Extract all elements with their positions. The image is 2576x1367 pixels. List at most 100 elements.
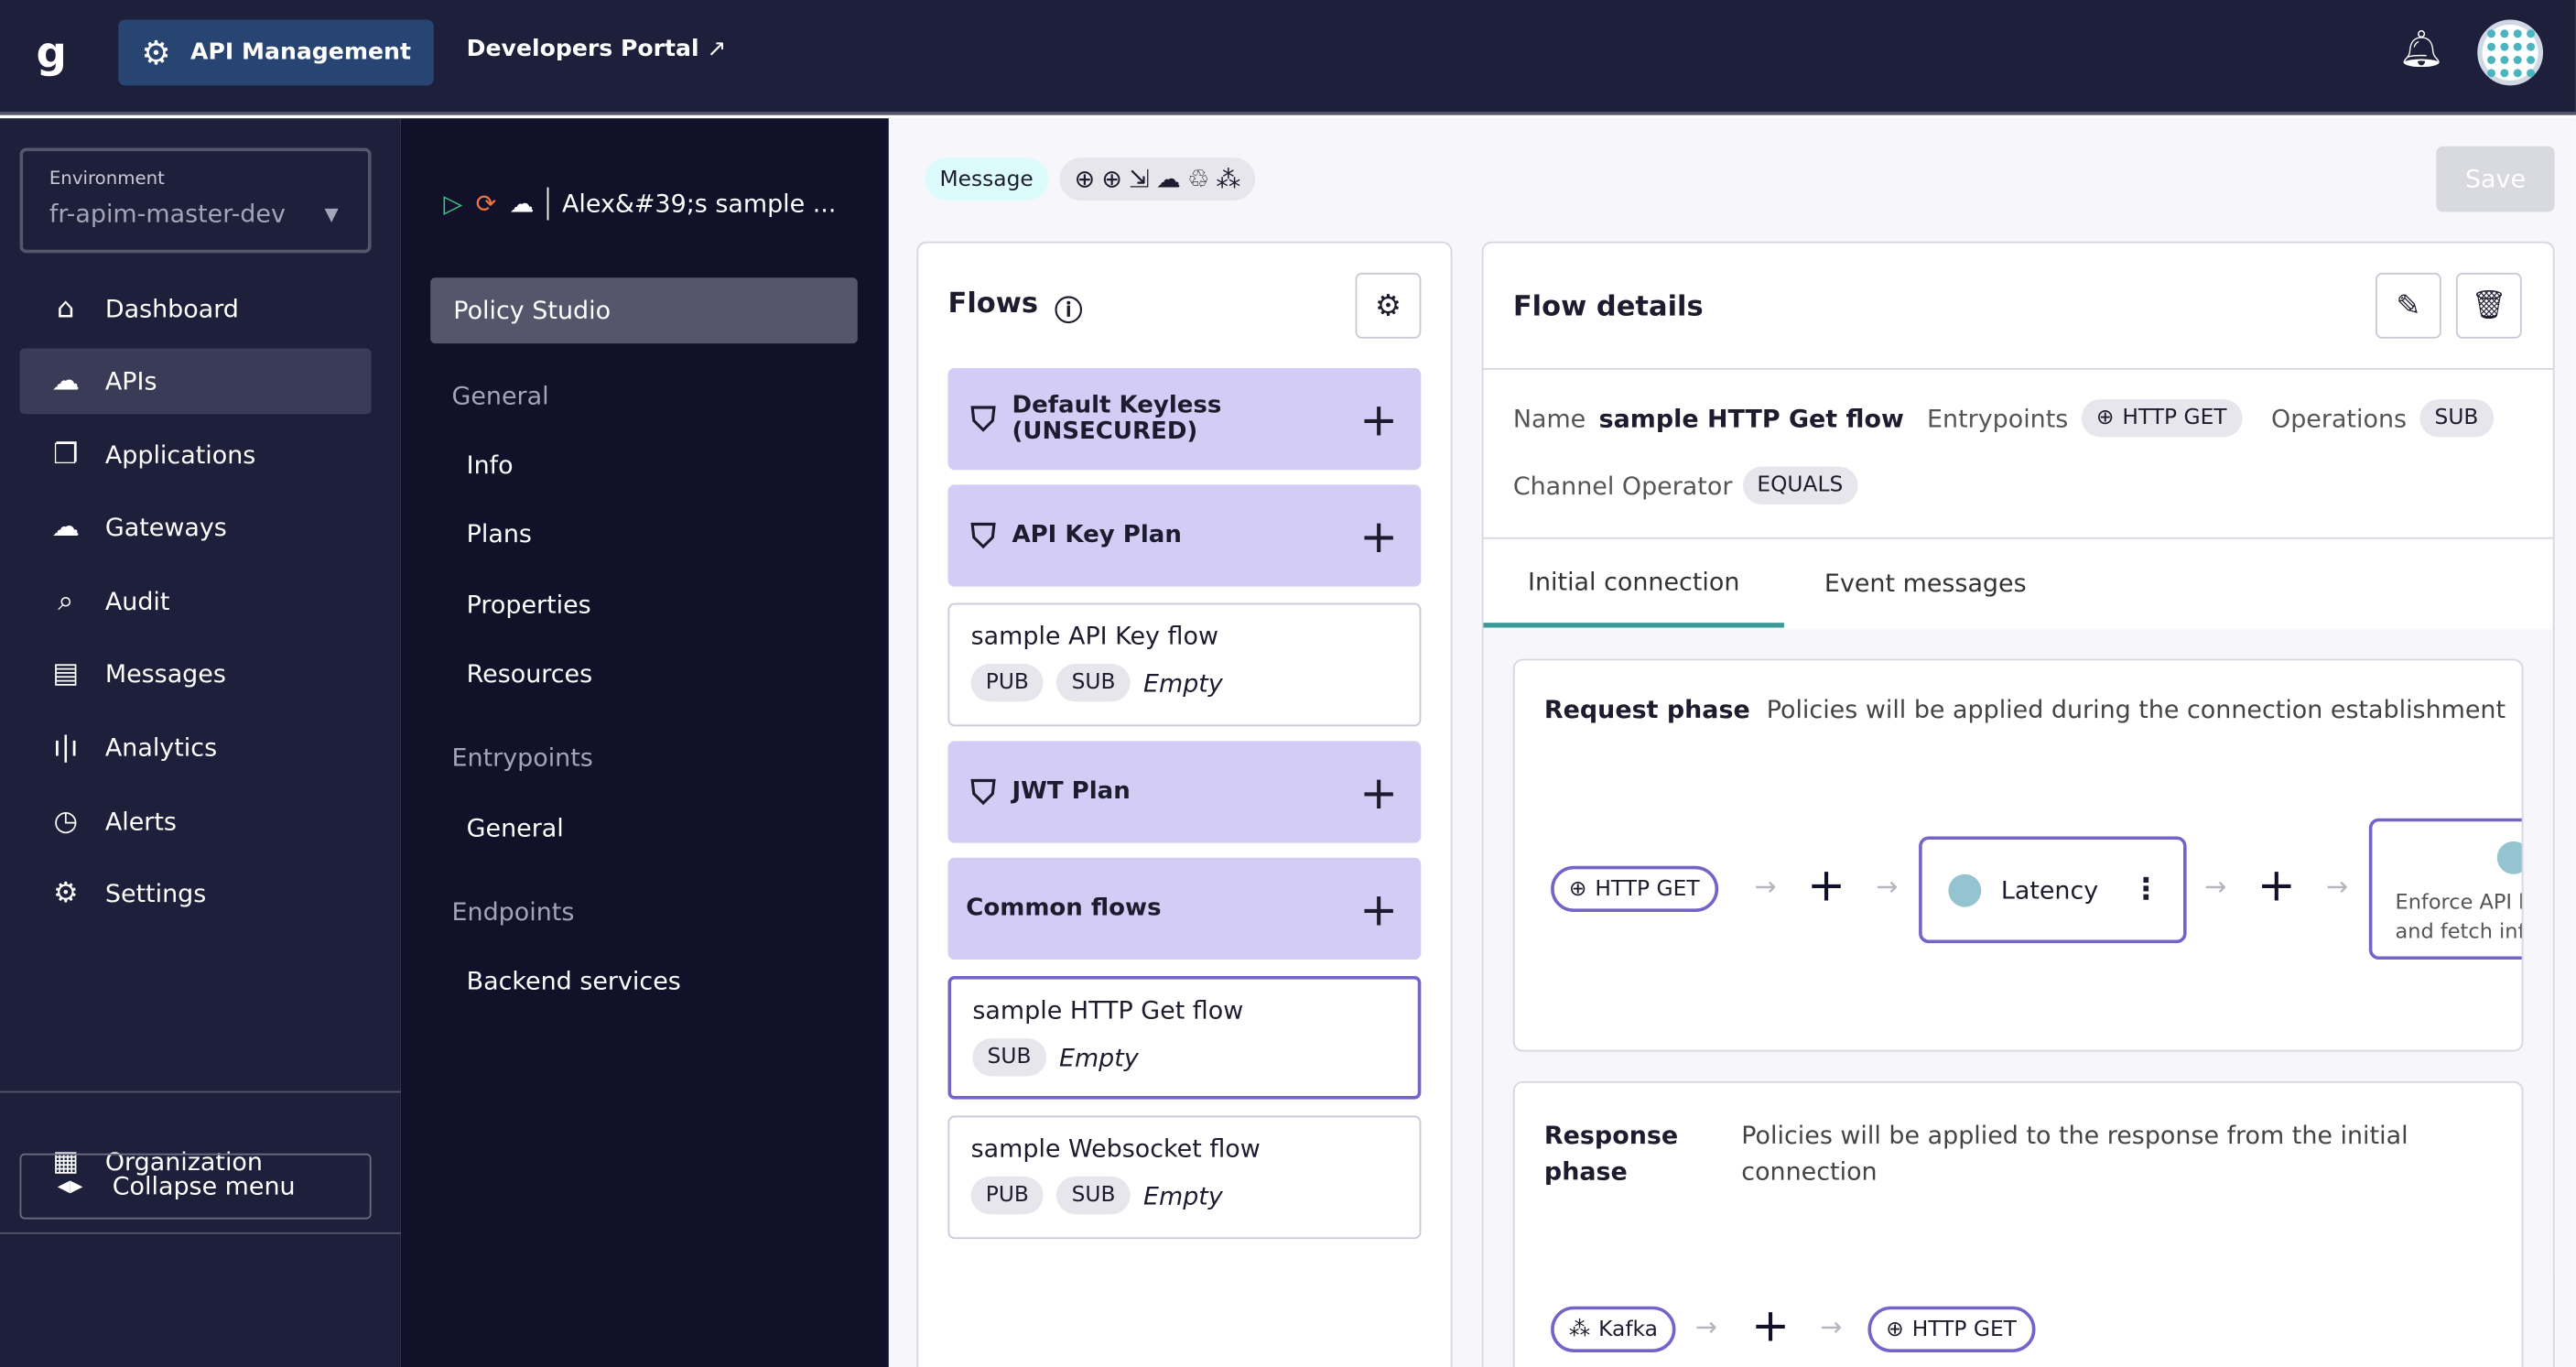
- breadcrumb: ▷ ⟳ ☁ Alex&#39;s sample ...: [444, 187, 836, 221]
- response-phase-description: connection: [1741, 1156, 1878, 1187]
- shield-icon: ⛉: [970, 515, 996, 556]
- timer-icon: [1948, 873, 1982, 906]
- globe-icon: ⊕: [1568, 876, 1587, 902]
- flow-name: sample HTTP Get flow: [972, 995, 1244, 1025]
- flow-item[interactable]: sample Websocket flow PUB SUB Empty: [947, 1115, 1422, 1240]
- sidebar-item-label: Applications: [104, 439, 256, 471]
- add-flow-icon[interactable]: +: [1359, 765, 1399, 819]
- plan-api-key[interactable]: ⛉ API Key Plan +: [947, 484, 1422, 587]
- plan-name: JWT Plan: [1012, 778, 1131, 806]
- sidebar-item-settings[interactable]: ⚙ Settings: [20, 861, 372, 927]
- tab-event-messages[interactable]: Event messages: [1824, 568, 2027, 599]
- message-icon: ▤: [52, 656, 80, 690]
- policy-latency[interactable]: Latency ⋮: [1919, 836, 2187, 944]
- submenu-item-properties[interactable]: Properties: [466, 590, 591, 620]
- audit-icon: ⌕: [58, 584, 74, 618]
- submenu-item-entrypoints-general[interactable]: General: [466, 813, 564, 843]
- flow-item-selected[interactable]: sample HTTP Get flow SUB Empty: [947, 975, 1422, 1100]
- tab-initial-connection[interactable]: Initial connection: [1483, 539, 1784, 628]
- divider: [1483, 537, 2553, 539]
- arrow-icon: →: [1754, 871, 1777, 903]
- policy-name: Latency: [2000, 874, 2099, 905]
- sidebar-item-applications[interactable]: ❐ Applications: [20, 422, 372, 488]
- webhook-icon: ♲: [1187, 164, 1210, 194]
- sidebar-item-audit[interactable]: ⌕ Audit: [20, 569, 372, 635]
- edit-button[interactable]: ✎: [2375, 272, 2441, 339]
- cloud-upload-icon: ☁: [51, 364, 81, 398]
- sidebar: [0, 118, 401, 1367]
- plan-jwt[interactable]: ⛉ JWT Plan +: [947, 741, 1422, 843]
- sidebar-item-label: Gateways: [104, 512, 227, 543]
- sidebar-item-label: Settings: [104, 879, 207, 909]
- response-phase-description: Policies will be applied to the response…: [1741, 1120, 2408, 1151]
- sidebar-item-apis[interactable]: ☁ APIs: [19, 348, 372, 415]
- gravitee-logo[interactable]: g: [36, 29, 67, 80]
- webhook-out-icon: ⇲: [1129, 164, 1150, 194]
- add-flow-icon[interactable]: +: [1359, 881, 1399, 937]
- add-flow-icon[interactable]: +: [1359, 392, 1399, 447]
- submenu-item-policy-studio[interactable]: Policy Studio: [430, 277, 858, 344]
- collapse-menu-button[interactable]: ◀▶ Collapse menu: [19, 1153, 372, 1220]
- kafka-icon: ⁂: [1216, 164, 1241, 194]
- add-flow-icon[interactable]: +: [1359, 508, 1399, 563]
- sidebar-item-alerts[interactable]: ◷ Alerts: [20, 788, 372, 854]
- add-policy-button[interactable]: +: [2257, 857, 2296, 913]
- submenu-item-resources[interactable]: Resources: [466, 658, 593, 689]
- response-phase: Response phase Policies will be applied t…: [1512, 1080, 2524, 1367]
- response-phase-title: phase: [1543, 1156, 1628, 1187]
- arrow-icon: →: [2204, 871, 2227, 903]
- developers-portal-label: Developers Portal: [466, 36, 699, 63]
- submenu-item-info[interactable]: Info: [466, 450, 514, 481]
- developers-portal-link[interactable]: Developers Portal ↗: [467, 36, 727, 62]
- cloud-off-icon: ☁: [509, 189, 535, 219]
- entrypoints-label: Entrypoints: [1927, 403, 2069, 433]
- endpoint-label: HTTP GET: [1911, 1317, 2017, 1342]
- more-vertical-icon[interactable]: ⋮: [2131, 872, 2161, 907]
- common-flows[interactable]: Common flows +: [947, 857, 1422, 960]
- flow-info-row: Name sample HTTP Get flow Entrypoints ⊕ H…: [1512, 399, 2494, 438]
- applications-icon: ❐: [53, 439, 79, 472]
- home-icon: ⌂: [57, 292, 75, 326]
- info-icon[interactable]: ⓘ: [1055, 296, 1083, 329]
- operations-label: Operations: [2271, 403, 2408, 433]
- save-button[interactable]: Save: [2436, 146, 2555, 212]
- sidebar-item-analytics[interactable]: ı|ı Analytics: [20, 715, 372, 781]
- delete-button[interactable]: 🗑︎: [2455, 272, 2522, 339]
- sidebar-item-messages[interactable]: ▤ Messages: [20, 641, 372, 707]
- bar-chart-icon: ı|ı: [53, 731, 79, 765]
- entrypoint-http-get: ⊕ HTTP GET: [1551, 865, 1718, 913]
- policy-name: and fetch info: [2395, 918, 2522, 944]
- plan-default-keyless[interactable]: ⛉ Default Keyless (UNSECURED) +: [947, 367, 1422, 471]
- tag-sub: SUB: [972, 1038, 1046, 1077]
- collapse-icon: ◀▶: [57, 1177, 83, 1196]
- api-management-button[interactable]: ⚙ API Management: [118, 19, 434, 86]
- sidebar-item-label: Analytics: [104, 732, 218, 763]
- flow-item[interactable]: sample API Key flow PUB SUB Empty: [947, 602, 1422, 727]
- avatar[interactable]: [2477, 19, 2544, 86]
- flows-settings-button[interactable]: ⚙: [1355, 272, 1422, 339]
- sync-icon: ⟳: [475, 189, 497, 219]
- sidebar-item-label: APIs: [104, 366, 157, 396]
- submenu-item-plans[interactable]: Plans: [466, 519, 532, 549]
- add-policy-button[interactable]: +: [1751, 1297, 1791, 1352]
- trash-icon: 🗑︎: [2471, 288, 2507, 322]
- key-icon: [2496, 841, 2522, 874]
- name-label: Name: [1512, 403, 1586, 433]
- sidebar-item-gateways[interactable]: ☁ Gateways: [20, 494, 372, 560]
- entrypoint-label: HTTP GET: [1595, 876, 1700, 902]
- policy-api-key[interactable]: Enforce API k and fetch info: [2368, 818, 2522, 960]
- sidebar-item-label: Audit: [104, 586, 170, 616]
- flow-details-title: Flow details: [1512, 290, 1704, 324]
- operation-chip: SUB: [2419, 399, 2494, 438]
- tag-sub: SUB: [1056, 1176, 1131, 1215]
- message-type-badge: Message: [925, 157, 1048, 201]
- bell-icon[interactable]: 🔔︎: [2398, 29, 2445, 71]
- entrypoint-label: Kafka: [1598, 1317, 1658, 1342]
- environment-select[interactable]: Environment fr-apim-master-dev ▼: [19, 147, 372, 254]
- sidebar-item-organization[interactable]: ▦ Organization: [20, 1129, 372, 1195]
- divider: [0, 1090, 401, 1093]
- submenu-item-backend-services[interactable]: Backend services: [466, 966, 681, 996]
- add-policy-button[interactable]: +: [1807, 857, 1846, 913]
- collapse-label: Collapse menu: [112, 1171, 296, 1201]
- sidebar-item-dashboard[interactable]: ⌂ Dashboard: [20, 276, 372, 342]
